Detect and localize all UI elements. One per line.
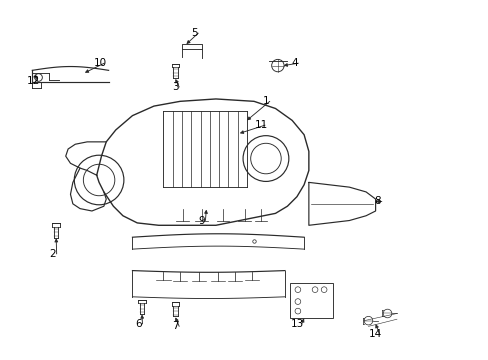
Text: 9: 9 [198,216,204,225]
Text: 3: 3 [172,82,178,92]
Text: 6: 6 [135,319,142,329]
Bar [289,283,332,318]
Text: 5: 5 [191,28,197,38]
Text: 1: 1 [262,96,269,106]
Text: 7: 7 [172,321,178,331]
Text: 13: 13 [291,319,304,329]
Text: 8: 8 [374,197,381,206]
Text: 12: 12 [27,76,41,86]
Text: 4: 4 [291,58,297,68]
Text: 14: 14 [368,329,382,338]
Text: 11: 11 [254,120,267,130]
Text: 2: 2 [49,249,56,259]
Text: 10: 10 [94,58,107,68]
